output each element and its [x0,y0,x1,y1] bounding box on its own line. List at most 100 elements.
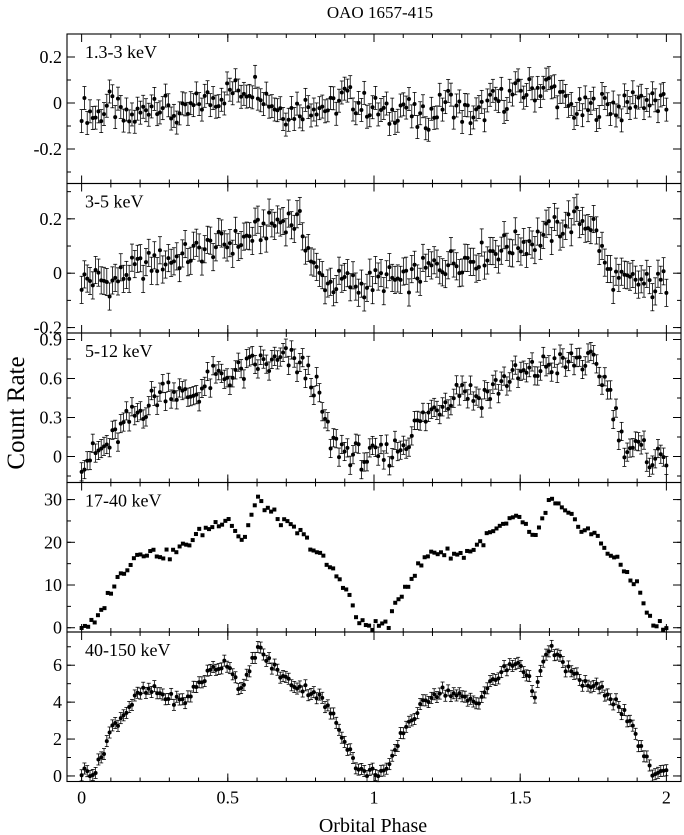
data-point [481,543,486,548]
x-tick-label: 0.5 [217,788,240,808]
data-point [269,509,274,514]
y-tick-label: 0 [53,93,62,113]
data-point [399,594,404,599]
data-point [253,219,258,224]
data-point [445,546,450,551]
data-point [222,101,227,106]
data-point [345,445,350,450]
data-point [622,93,627,98]
data-point [527,529,532,534]
data-point [479,240,484,245]
data-point [278,355,283,360]
data-point [644,754,649,759]
data-point [600,684,605,689]
data-point [452,551,457,556]
data-point [261,357,266,362]
data-point [482,118,487,123]
data-point [446,263,451,268]
data-point [314,550,319,555]
data-point [619,269,624,274]
data-point [135,552,140,557]
data-point [488,679,493,684]
data-point [356,290,361,295]
data-point [86,624,91,629]
y-tick-label: 0 [53,263,62,283]
data-point [538,243,543,248]
data-point [451,261,456,266]
data-point [387,121,392,126]
data-point [323,288,328,293]
data-point [599,541,604,546]
data-point [160,692,165,697]
data-point [291,524,296,529]
data-point [194,91,199,96]
x-axis-label: Orbital Phase [319,815,427,835]
data-point [664,626,669,631]
data-point [398,277,403,282]
data-point [425,554,430,559]
data-point [194,392,199,397]
data-point [158,555,163,560]
data-point [446,406,451,411]
data-point [597,114,602,119]
data-point [202,679,207,684]
data-point [614,406,619,411]
data-point [404,724,409,729]
data-point [579,529,584,534]
data-point [396,597,401,602]
data-point [657,619,662,624]
data-point [314,264,319,269]
y-tick-label: -0.2 [34,318,63,338]
data-point [591,96,596,101]
data-point [183,102,188,107]
data-point [532,248,537,253]
data-point [582,528,587,533]
data-point [249,512,254,517]
y-tick-label: 0.2 [40,47,63,67]
data-point [644,610,649,615]
data-point [211,255,216,260]
data-point [272,223,277,228]
y-tick-label: 2 [53,729,62,749]
data-point [102,752,107,757]
data-point [395,744,400,749]
data-point [605,551,610,556]
data-point [423,419,428,424]
data-point [418,111,423,116]
data-point [365,774,370,779]
data-point [628,578,633,583]
data-point [286,211,291,216]
data-point [311,393,316,398]
data-point [392,120,397,125]
data-point [600,383,605,388]
data-point [639,277,644,282]
data-point [605,692,610,697]
data-point [90,283,95,288]
data-point [253,362,258,367]
data-point [306,246,311,251]
data-point [376,112,381,117]
data-point [244,672,249,677]
data-point [286,117,291,122]
data-point [104,739,109,744]
data-point [443,272,448,277]
data-point [367,445,372,450]
data-point [393,600,398,605]
data-point [295,370,300,375]
data-point [118,716,123,721]
data-point [566,664,571,669]
data-point [532,695,537,700]
data-point [289,347,294,352]
data-point [504,107,509,112]
data-point [387,463,392,468]
data-point [383,619,388,624]
data-point [264,362,269,367]
data-point [337,268,342,273]
data-point [454,693,459,698]
data-point [337,577,342,582]
panel-label: 1.3-3 keV [85,42,157,62]
data-point [300,117,305,122]
data-point [429,695,434,700]
data-point [552,215,557,220]
data-point [79,626,84,631]
